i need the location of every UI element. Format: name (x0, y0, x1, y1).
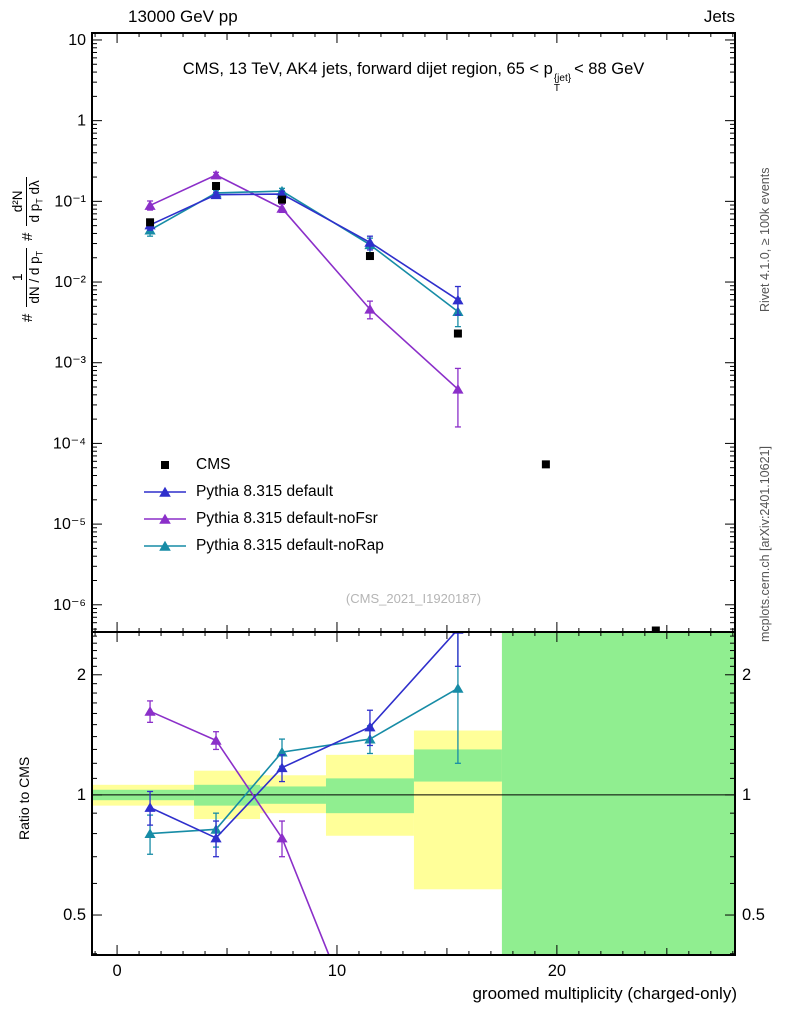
svg-text:10⁻⁶: 10⁻⁶ (53, 597, 86, 614)
svg-text:10: 10 (328, 962, 346, 980)
plot-title-text: CMS, 13 TeV, AK4 jets, forward dijet reg… (182, 60, 553, 78)
band-green (501, 632, 735, 955)
ylabel-hash2: # (18, 232, 36, 241)
pt-subscript: T (553, 83, 560, 94)
ratio-y-axis-label: Ratio to CMS (16, 756, 32, 840)
svg-text:0: 0 (112, 962, 121, 980)
svg-text:0.5: 0.5 (63, 906, 86, 924)
legend-item: Pythia 8.315 default-noRap (142, 532, 384, 559)
frac1-den-text: dN / d p (26, 256, 42, 304)
frac2-den-tail: dλ (26, 180, 42, 199)
svg-text:10⁻¹: 10⁻¹ (54, 193, 86, 210)
frac2-denominator: d pT dλ (27, 177, 45, 225)
svg-text:20: 20 (548, 962, 566, 980)
svg-text:1: 1 (77, 786, 86, 804)
svg-text:10⁻²: 10⁻² (54, 274, 86, 291)
ylabel-frac1: 1 dN / d pT (10, 247, 45, 307)
ylabel-frac2: d²N d pT dλ (10, 177, 45, 226)
svg-text:10: 10 (68, 32, 86, 49)
frac1-numerator: 1 (10, 247, 27, 307)
series-pythia-8.315-default-nofsr (144, 169, 464, 428)
mcplots-attribution: mcplots.cern.ch [arXiv:2401.10621] (758, 446, 772, 642)
svg-text:10⁻⁵: 10⁻⁵ (53, 516, 86, 533)
ylabel-hash1: # (18, 313, 36, 322)
y-axis-label: # 1 dN / d pT # d²N d pT dλ (10, 177, 45, 322)
frac1-denominator: dN / d pT (27, 248, 45, 307)
legend-label: Pythia 8.315 default-noRap (196, 536, 384, 554)
analysis-group-label: Jets (703, 7, 735, 26)
legend-marker-triangle-icon (144, 486, 186, 497)
series-pythia-8.315-default (144, 632, 464, 858)
svg-text:10⁻³: 10⁻³ (54, 355, 86, 372)
svg-text:10⁻⁴: 10⁻⁴ (53, 435, 86, 452)
axis-ticks (92, 33, 735, 955)
legend-label: CMS (196, 455, 231, 473)
plot-title-tail: < 88 GeV (574, 60, 645, 78)
x-axis-title: groomed multiplicity (charged-only) (472, 984, 737, 1003)
panel-frame (91, 631, 736, 956)
svg-text:2: 2 (742, 666, 751, 684)
pt-superscript: {jet} (553, 73, 572, 84)
legend-item: CMS (142, 451, 384, 478)
rivet-version-note: Rivet 4.1.0, ≥ 100k events (758, 167, 772, 312)
svg-text:1: 1 (742, 786, 751, 804)
frac1-den-sub: T (34, 250, 45, 257)
series-pythia-8.315-default-nofsr (144, 700, 330, 955)
legend-marker-triangle-icon (144, 540, 186, 551)
beam-energy-label: 13000 GeV pp (128, 7, 238, 26)
legend-marker-triangle-icon (144, 513, 186, 524)
svg-text:1: 1 (77, 113, 86, 130)
uncertainty-bands (92, 632, 735, 955)
legend-item: Pythia 8.315 default (142, 478, 384, 505)
frac2-den-sub: T (34, 198, 45, 204)
legend-label: Pythia 8.315 default-noFsr (196, 509, 378, 527)
legend-marker-square-icon (161, 460, 169, 469)
series-cms (146, 181, 660, 632)
legend-item: Pythia 8.315 default-noFsr (142, 505, 384, 532)
frac2-numerator: d²N (10, 177, 27, 226)
legend-label: Pythia 8.315 default (196, 482, 334, 500)
plot-title: CMS, 13 TeV, AK4 jets, forward dijet reg… (92, 60, 735, 94)
svg-text:0.5: 0.5 (742, 906, 765, 924)
pt-jet-notation: {jet} T (554, 74, 571, 94)
legend: CMS Pythia 8.315 default Pythia 8.315 de… (142, 451, 384, 559)
frac2-den-text: d p (26, 203, 42, 223)
band-green (325, 778, 414, 814)
series-pythia-8.315-default (144, 188, 464, 316)
svg-text:2: 2 (77, 666, 86, 684)
analysis-id-watermark: (CMS_2021_I1920187) (345, 591, 482, 606)
